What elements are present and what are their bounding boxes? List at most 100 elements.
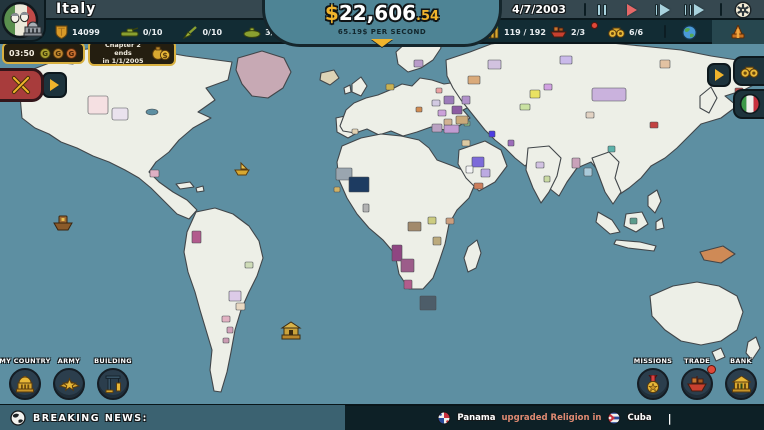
- crane-icon: [105, 375, 121, 393]
- chevron-right-icon: [714, 69, 724, 81]
- shield-icon: [55, 25, 68, 39]
- money-bags-icon: $: [152, 46, 170, 61]
- submarine-icon: [243, 27, 261, 38]
- missions-button[interactable]: [637, 368, 669, 400]
- great-lakes: [145, 108, 159, 116]
- event-timer-panel[interactable]: 03:50 G G G: [2, 42, 85, 64]
- svg-text:G: G: [43, 50, 49, 58]
- tank-resource[interactable]: 0/10: [120, 26, 163, 38]
- map-trade-ship-icon[interactable]: [234, 161, 250, 176]
- trade-button[interactable]: [681, 368, 713, 400]
- country-menu: MY COUNTRY ARMY: [0, 357, 132, 400]
- island-hispaniola: [195, 185, 205, 193]
- binoculars-icon: [608, 27, 625, 38]
- news-target: Cuba: [627, 413, 652, 423]
- map-boat-icon[interactable]: [53, 215, 73, 231]
- selected-country-flag-button[interactable]: [733, 89, 764, 119]
- trade-alert-dot: [591, 22, 598, 29]
- medal-icon: [646, 374, 660, 393]
- economy-menu: MISSIONS TRADE: [633, 357, 758, 400]
- island-tasmania: [711, 347, 726, 362]
- island-java: [613, 239, 657, 252]
- trade-label: TRADE: [684, 357, 710, 365]
- island-philippines: [647, 189, 662, 214]
- building-button[interactable]: [97, 368, 129, 400]
- globe-icon: [682, 24, 697, 40]
- island-ireland: [343, 84, 352, 95]
- currency-symbol: $: [324, 1, 339, 25]
- news-action: upgraded Religion in: [501, 413, 602, 423]
- divider: [584, 3, 586, 16]
- continent-australia: [649, 281, 744, 346]
- my-country-button[interactable]: [9, 368, 41, 400]
- trade-routes-stat[interactable]: 2/3: [550, 20, 585, 44]
- ticker-cursor: |: [667, 411, 672, 425]
- island-madagascar: [463, 239, 482, 273]
- island-new-guinea: [699, 245, 736, 264]
- news-actor: Panama: [457, 413, 496, 423]
- chapter-title: Chapter 2: [105, 41, 141, 49]
- observe-button[interactable]: [733, 56, 764, 86]
- chevron-down-icon[interactable]: [371, 39, 393, 47]
- bank-button[interactable]: [725, 368, 757, 400]
- binoculars-icon: [740, 66, 759, 78]
- svg-text:G: G: [56, 50, 62, 58]
- svg-text:G: G: [69, 50, 75, 58]
- play-button[interactable]: [620, 2, 644, 18]
- army-star-wings-icon: [58, 376, 80, 391]
- player-avatar-button[interactable]: [0, 0, 46, 42]
- world-button[interactable]: [682, 20, 697, 44]
- chapter-prefix: ends in: [102, 49, 132, 65]
- map-bank-icon[interactable]: [280, 321, 302, 340]
- italy-flag-icon: [739, 93, 760, 115]
- trade-ship-icon: [550, 26, 567, 38]
- news-item[interactable]: Panama upgraded Religion in Cuba |: [345, 411, 764, 425]
- island-iceland: [319, 69, 340, 86]
- artillery-value: 0/10: [202, 27, 223, 37]
- tank-value: 0/10: [142, 27, 163, 37]
- wonder-panel-button[interactable]: [712, 20, 764, 44]
- spy-value: 6/6: [629, 27, 644, 37]
- right-dock: [707, 56, 764, 122]
- building-label: BUILDING: [94, 357, 132, 365]
- war-button[interactable]: [0, 68, 44, 102]
- island-britain: [351, 76, 368, 97]
- province-colors[interactable]: [87, 55, 744, 344]
- island-sulawesi: [655, 217, 665, 231]
- capitol-icon: [16, 375, 34, 392]
- cuba-flag-icon: [607, 411, 622, 425]
- missions-label: MISSIONS: [633, 357, 673, 365]
- continent-africa: [336, 133, 476, 290]
- capitol-building-icon: [23, 21, 43, 37]
- breaking-news-chip: BREAKING NEWS:: [0, 405, 345, 430]
- money-panel[interactable]: $22,606.54 65.19$ PER SECOND: [262, 0, 502, 47]
- timer-value: 03:50: [9, 48, 35, 58]
- trade-alert-dot: [707, 365, 716, 374]
- island-greenland: [235, 50, 292, 99]
- artillery-resource[interactable]: 0/10: [183, 25, 223, 39]
- region-india: [525, 145, 562, 204]
- continent-south-america: [183, 207, 264, 393]
- war-panel-expand-tab[interactable]: [42, 72, 67, 98]
- news-globe-icon: [10, 410, 26, 426]
- italy-countryball-avatar: [1, 1, 43, 39]
- army-button[interactable]: [53, 368, 85, 400]
- max-speed-button[interactable]: [682, 2, 706, 18]
- manpower-resource[interactable]: 14099: [55, 25, 100, 39]
- pause-button[interactable]: [590, 2, 614, 18]
- continent-asia: [445, 37, 760, 197]
- dock-expand-tab[interactable]: [707, 63, 731, 87]
- divider: [720, 3, 722, 16]
- spy-stat[interactable]: 6/6: [608, 20, 643, 44]
- bank-label: BANK: [730, 357, 752, 365]
- speed-up-button[interactable]: [650, 2, 674, 18]
- army-label: ARMY: [57, 357, 81, 365]
- settings-button[interactable]: [734, 1, 752, 19]
- news-ticker[interactable]: BREAKING NEWS: Panama upgraded Religion …: [0, 404, 764, 430]
- sleepy-eyes: [10, 11, 29, 24]
- panama-flag-icon: [437, 411, 451, 425]
- country-title: Italy: [56, 1, 97, 17]
- island-sumatra: [595, 211, 621, 235]
